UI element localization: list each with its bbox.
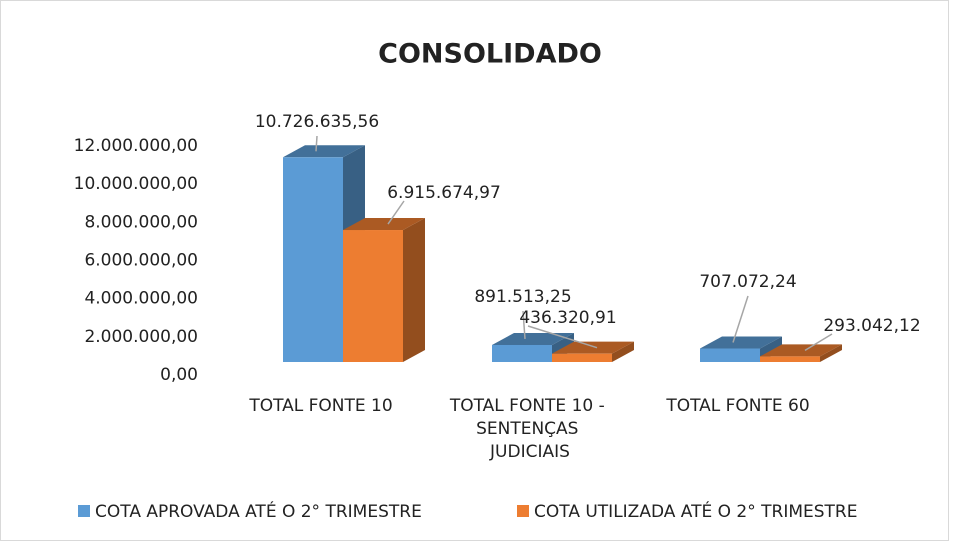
y-tick-label: 4.000.000,00 (84, 289, 198, 309)
bar (283, 157, 343, 362)
legend-label: COTA APROVADA ATÉ O 2° TRIMESTRE (95, 500, 422, 522)
bar (760, 356, 820, 362)
data-label: 293.042,12 (823, 316, 920, 336)
bar-top (283, 145, 365, 158)
x-tick-label: TOTAL FONTE 10 - SENTENÇAS JUDICIAIS (449, 396, 610, 462)
bar-side (612, 341, 634, 362)
y-tick-label: 6.000.000,00 (84, 251, 198, 271)
legend-label: COTA UTILIZADA ATÉ O 2° TRIMESTRE (534, 500, 857, 522)
bar-top (700, 336, 782, 349)
y-tick-label: 12.000.000,00 (74, 136, 198, 156)
bar-top (760, 344, 842, 357)
bar-side (403, 218, 425, 362)
y-tick-label: 0,00 (160, 365, 198, 385)
data-label: 891.513,25 (474, 287, 571, 307)
bar (492, 344, 552, 362)
bar-top (492, 332, 574, 345)
bar-side (820, 344, 842, 362)
leader-line (315, 135, 318, 152)
bar-top (552, 341, 634, 354)
data-label: 10.726.635,56 (255, 112, 379, 132)
data-label: 707.072,24 (699, 272, 796, 292)
data-label: 6.915.674,97 (387, 183, 501, 203)
leader-line (527, 325, 598, 349)
y-tick-label: 2.000.000,00 (84, 327, 198, 347)
y-tick-label: 10.000.000,00 (74, 174, 198, 194)
data-label: 436.320,91 (519, 308, 616, 328)
legend-swatch (517, 505, 529, 517)
y-tick-label: 8.000.000,00 (84, 212, 198, 232)
bar (700, 348, 760, 362)
x-tick-label: TOTAL FONTE 60 (665, 396, 809, 416)
leader-line (804, 333, 833, 352)
x-tick-label: TOTAL FONTE 10 (248, 396, 392, 416)
bar (552, 353, 612, 362)
leader-line (387, 200, 405, 225)
leader-line (732, 295, 749, 343)
leader-line (522, 310, 526, 340)
bar (343, 230, 403, 362)
legend-swatch (78, 505, 90, 517)
chart-title: CONSOLIDADO (378, 39, 602, 70)
bar-top (343, 218, 425, 231)
